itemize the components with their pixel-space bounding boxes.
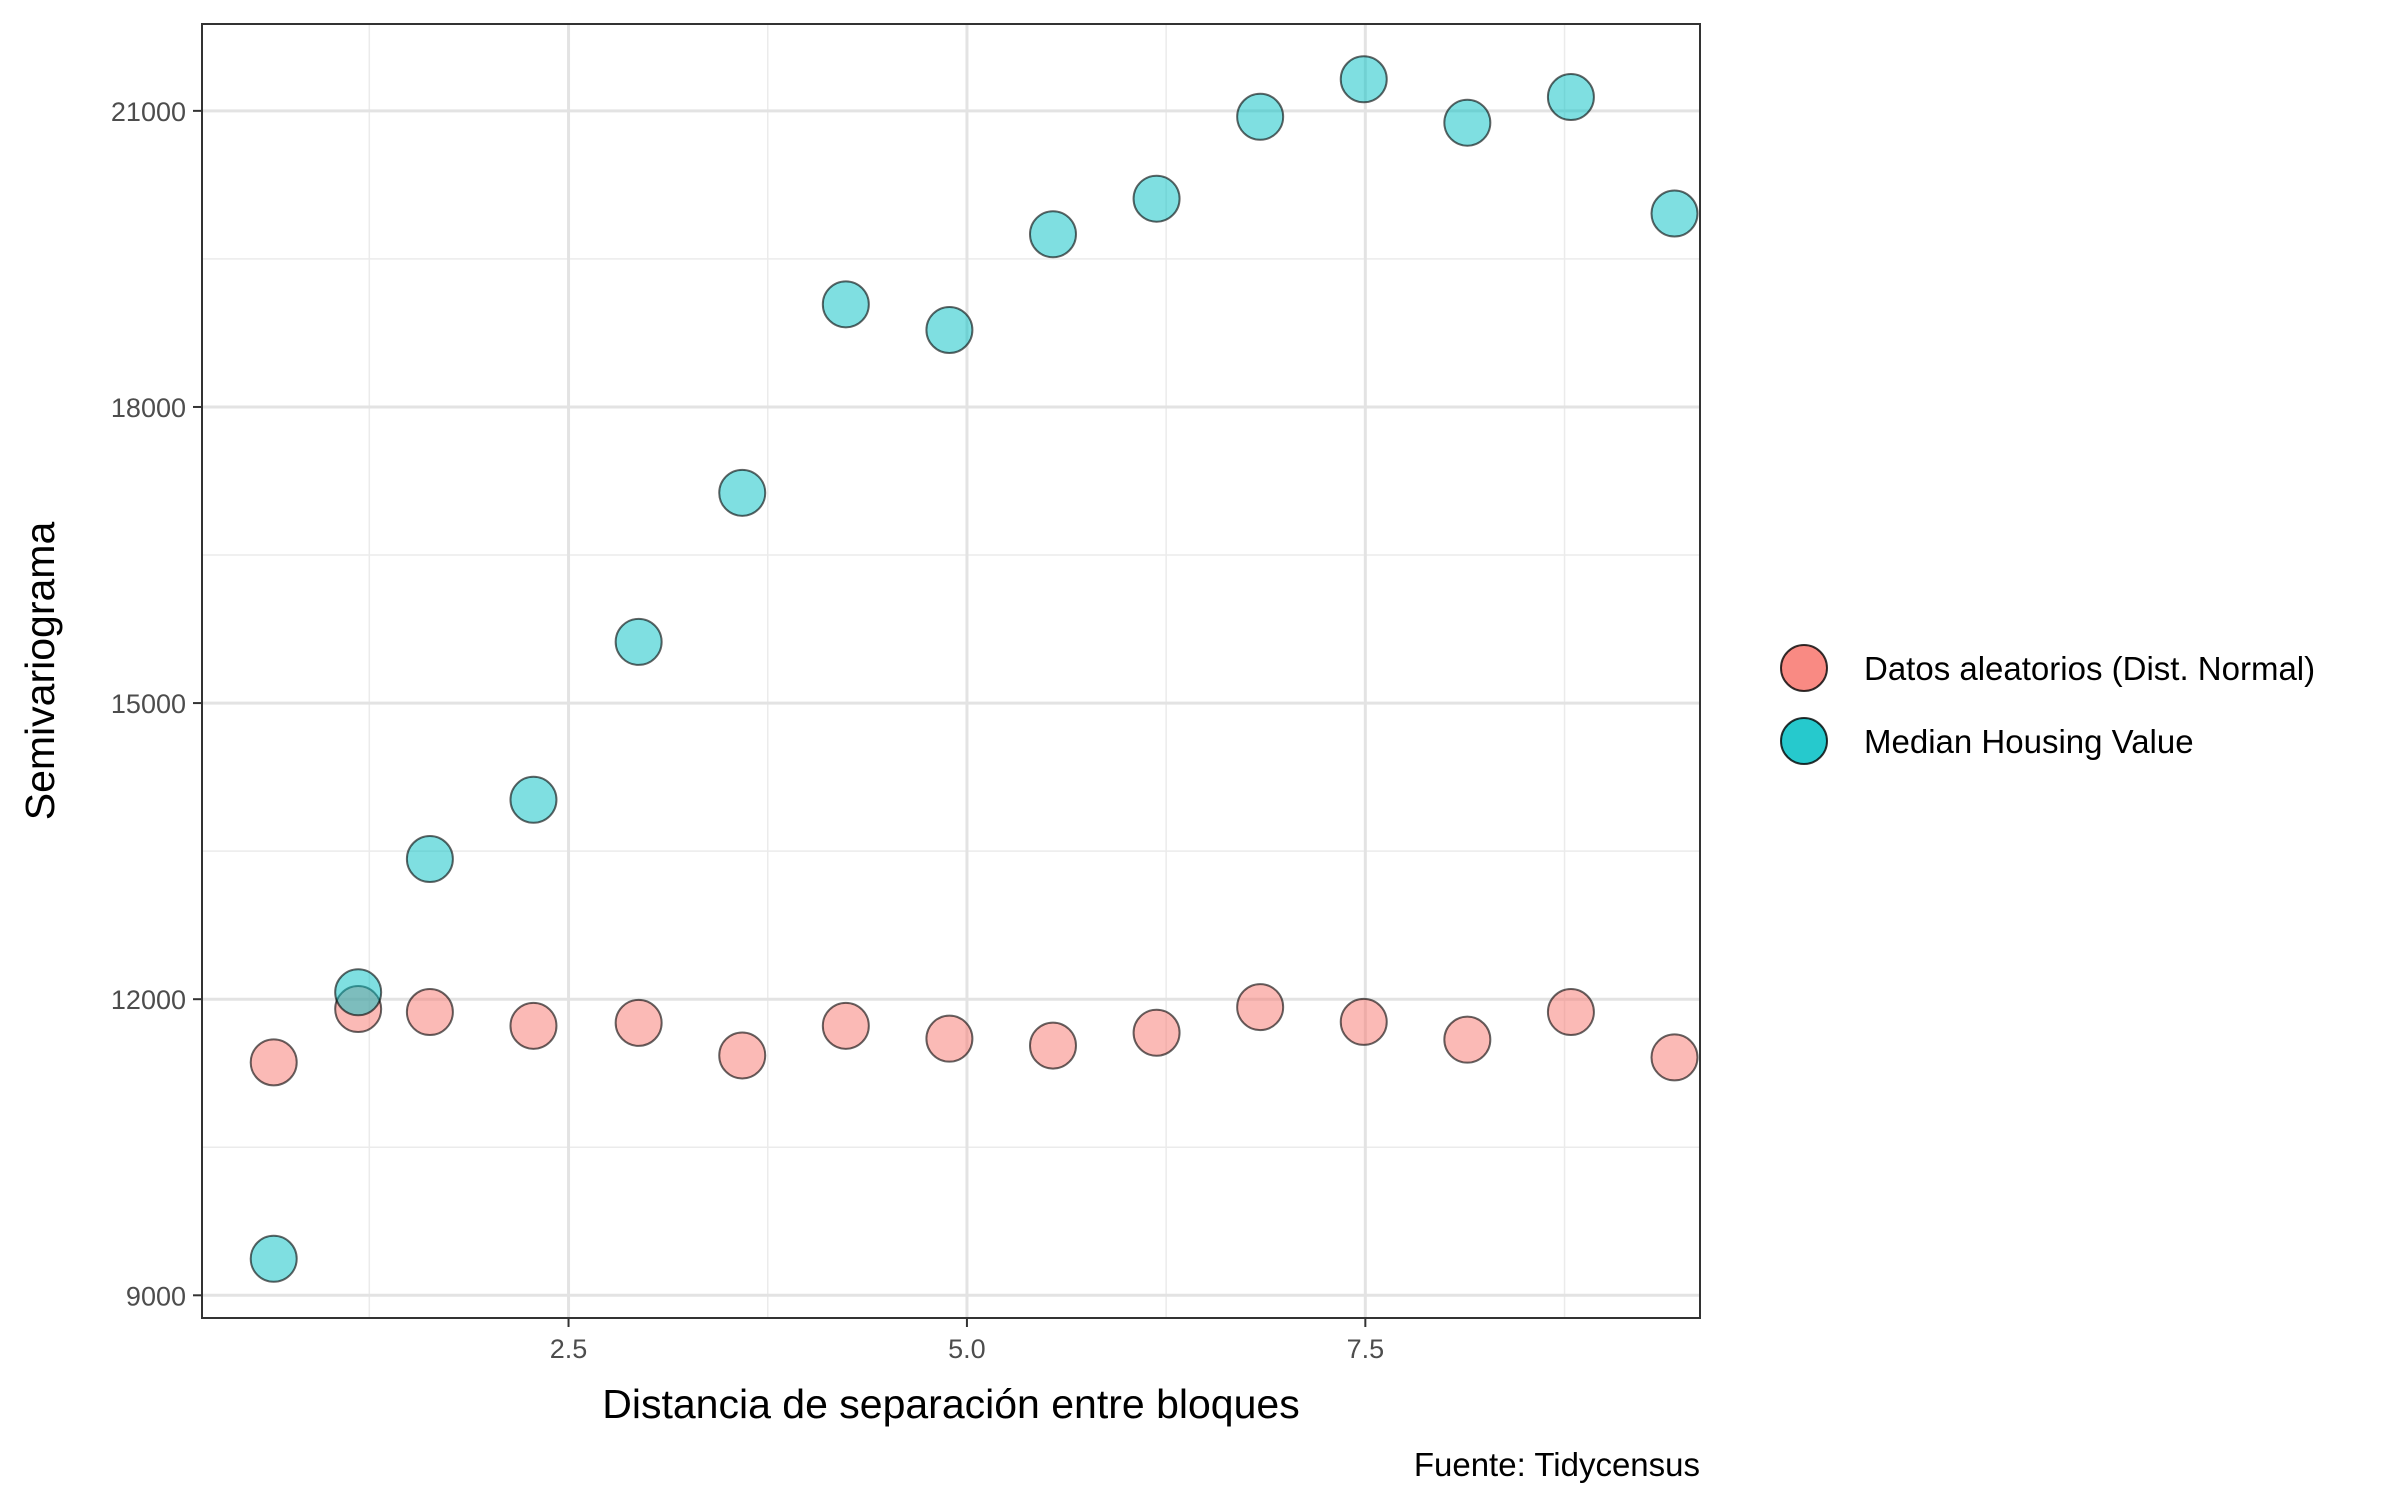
data-point-series-1	[718, 1031, 767, 1080]
data-point-series-2	[1339, 55, 1388, 104]
legend: Datos aleatorios (Dist. Normal) Median Ho…	[1780, 644, 2315, 765]
data-point-series-2	[821, 280, 870, 329]
panel-border	[201, 23, 1701, 1319]
legend-label-series-2: Median Housing Value	[1864, 723, 2194, 760]
y-tick-label: 15000	[111, 689, 186, 719]
data-point-series-1	[249, 1038, 298, 1087]
x-axis-title: Distancia de separación entre bloques	[602, 1381, 1299, 1427]
data-point-series-2	[1028, 210, 1077, 259]
legend-key-series-2	[1780, 717, 1828, 765]
y-axis-ticks: 9000 12000 15000 18000 21000	[111, 97, 202, 1311]
data-point-series-1	[925, 1014, 974, 1063]
panel-background	[202, 24, 1700, 1318]
data-point-series-1	[614, 998, 663, 1047]
major-gridlines	[202, 24, 1700, 1318]
data-point-series-2	[614, 617, 663, 666]
data-point-series-1	[1236, 983, 1285, 1032]
data-point-series-1	[1028, 1021, 1077, 1070]
y-axis-title: Semivariograma	[17, 522, 63, 821]
x-tick-label: 2.5	[550, 1334, 588, 1364]
data-point-series-1	[405, 988, 454, 1037]
data-point-series-1	[1339, 997, 1388, 1046]
data-point-series-2	[925, 305, 974, 354]
data-point-series-2	[1650, 189, 1699, 238]
data-point-series-2	[1132, 174, 1181, 223]
x-tick-label: 5.0	[948, 1334, 986, 1364]
legend-key-series-1	[1780, 644, 1828, 692]
data-point-series-1	[1546, 988, 1595, 1037]
data-point-series-2	[1236, 92, 1285, 141]
data-point-series-1	[821, 1001, 870, 1050]
y-tick-label: 9000	[126, 1281, 186, 1311]
data-point-series-1	[509, 1001, 558, 1050]
data-points	[249, 55, 1699, 1283]
data-point-series-1	[1132, 1008, 1181, 1057]
data-point-series-2	[509, 775, 558, 824]
data-point-series-1	[1443, 1015, 1492, 1064]
data-point-series-2	[1443, 98, 1492, 147]
data-point-series-2	[334, 968, 383, 1017]
data-point-series-2	[249, 1234, 298, 1283]
data-point-series-2	[718, 468, 767, 517]
y-tick-label: 18000	[111, 393, 186, 423]
data-point-series-1	[1650, 1033, 1699, 1082]
x-tick-label: 7.5	[1347, 1334, 1385, 1364]
x-axis-ticks: 2.5 5.0 7.5	[550, 1318, 1384, 1364]
y-tick-label: 21000	[111, 97, 186, 127]
y-tick-label: 12000	[111, 985, 186, 1015]
data-point-series-2	[405, 835, 454, 884]
data-point-series-2	[1546, 73, 1595, 122]
caption: Fuente: Tidycensus	[1414, 1446, 1700, 1483]
legend-label-series-1: Datos aleatorios (Dist. Normal)	[1864, 650, 2315, 687]
